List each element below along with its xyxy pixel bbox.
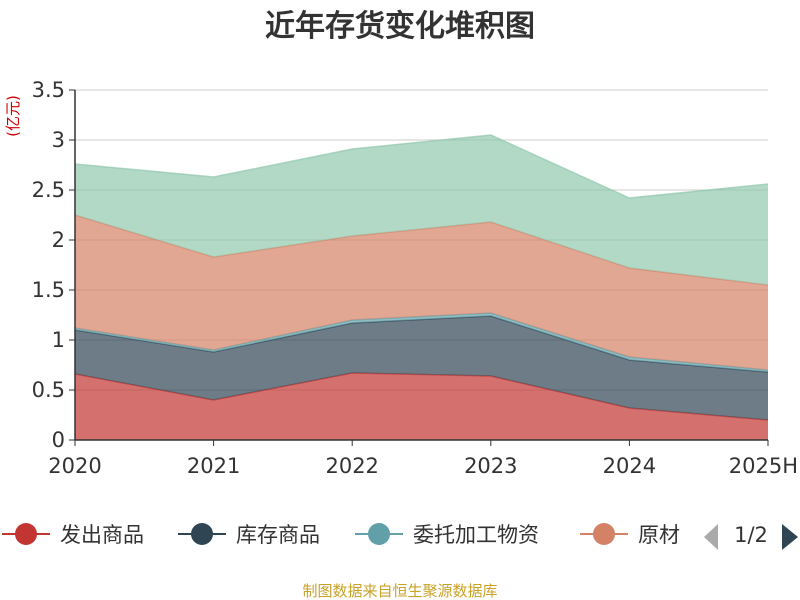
area-line-4 (74, 134, 769, 199)
area-series (74, 134, 769, 440)
legend-label-kucun: 库存商品 (236, 523, 320, 547)
legend-page-indicator: 1/2 (734, 523, 768, 547)
legend-label-fachu: 发出商品 (60, 523, 144, 547)
legend-label-yuancailiao: 原材 (638, 523, 680, 547)
axes (69, 89, 769, 446)
y-tick-label: 0.5 (32, 378, 65, 402)
y-tick-label: 3.5 (32, 78, 65, 102)
legend-prev-page-icon[interactable] (704, 524, 718, 550)
y-tick-label: 2 (52, 228, 65, 252)
y-tick-label: 3 (52, 128, 65, 152)
legend-item-yuancailiao[interactable]: 原材 (580, 523, 680, 547)
data-source-note: 制图数据来自恒生聚源数据库 (302, 582, 497, 600)
y-axis-labels: 0 0.5 1 1.5 2 2.5 3 3.5 (32, 78, 65, 452)
x-tick-label: 2021 (187, 454, 240, 478)
y-tick-label: 0 (52, 428, 65, 452)
y-tick-label: 1 (52, 328, 65, 352)
x-tick-label: 2025H (729, 454, 798, 478)
x-axis-labels: 2020 2021 2022 2023 2024 2025H (48, 454, 798, 478)
y-axis-unit: (亿元) (4, 95, 22, 137)
x-tick-label: 2020 (48, 454, 101, 478)
legend-marker-yuancailiao (593, 523, 615, 545)
area-series-3 (75, 215, 768, 370)
area-series-4 (75, 135, 768, 285)
x-tick-label: 2022 (325, 454, 378, 478)
y-tick-label: 2.5 (32, 178, 65, 202)
legend: 发出商品 库存商品 委托加工物资 原材 1/2 (2, 523, 798, 550)
legend-item-kucun[interactable]: 库存商品 (178, 523, 320, 547)
area-series-1 (75, 316, 768, 420)
legend-item-fachu[interactable]: 发出商品 (2, 523, 144, 547)
x-tick-label: 2023 (464, 454, 517, 478)
legend-marker-weituo (368, 523, 390, 545)
x-tick-label: 2024 (603, 454, 656, 478)
legend-marker-fachu (15, 523, 37, 545)
y-tick-label: 1.5 (32, 278, 65, 302)
legend-item-weituo[interactable]: 委托加工物资 (355, 523, 539, 547)
legend-marker-kucun (191, 523, 213, 545)
legend-next-page-icon[interactable] (782, 524, 798, 550)
chart-title: 近年存货变化堆积图 (265, 9, 535, 44)
legend-label-weituo: 委托加工物资 (413, 523, 539, 547)
area-series-0 (75, 373, 768, 440)
